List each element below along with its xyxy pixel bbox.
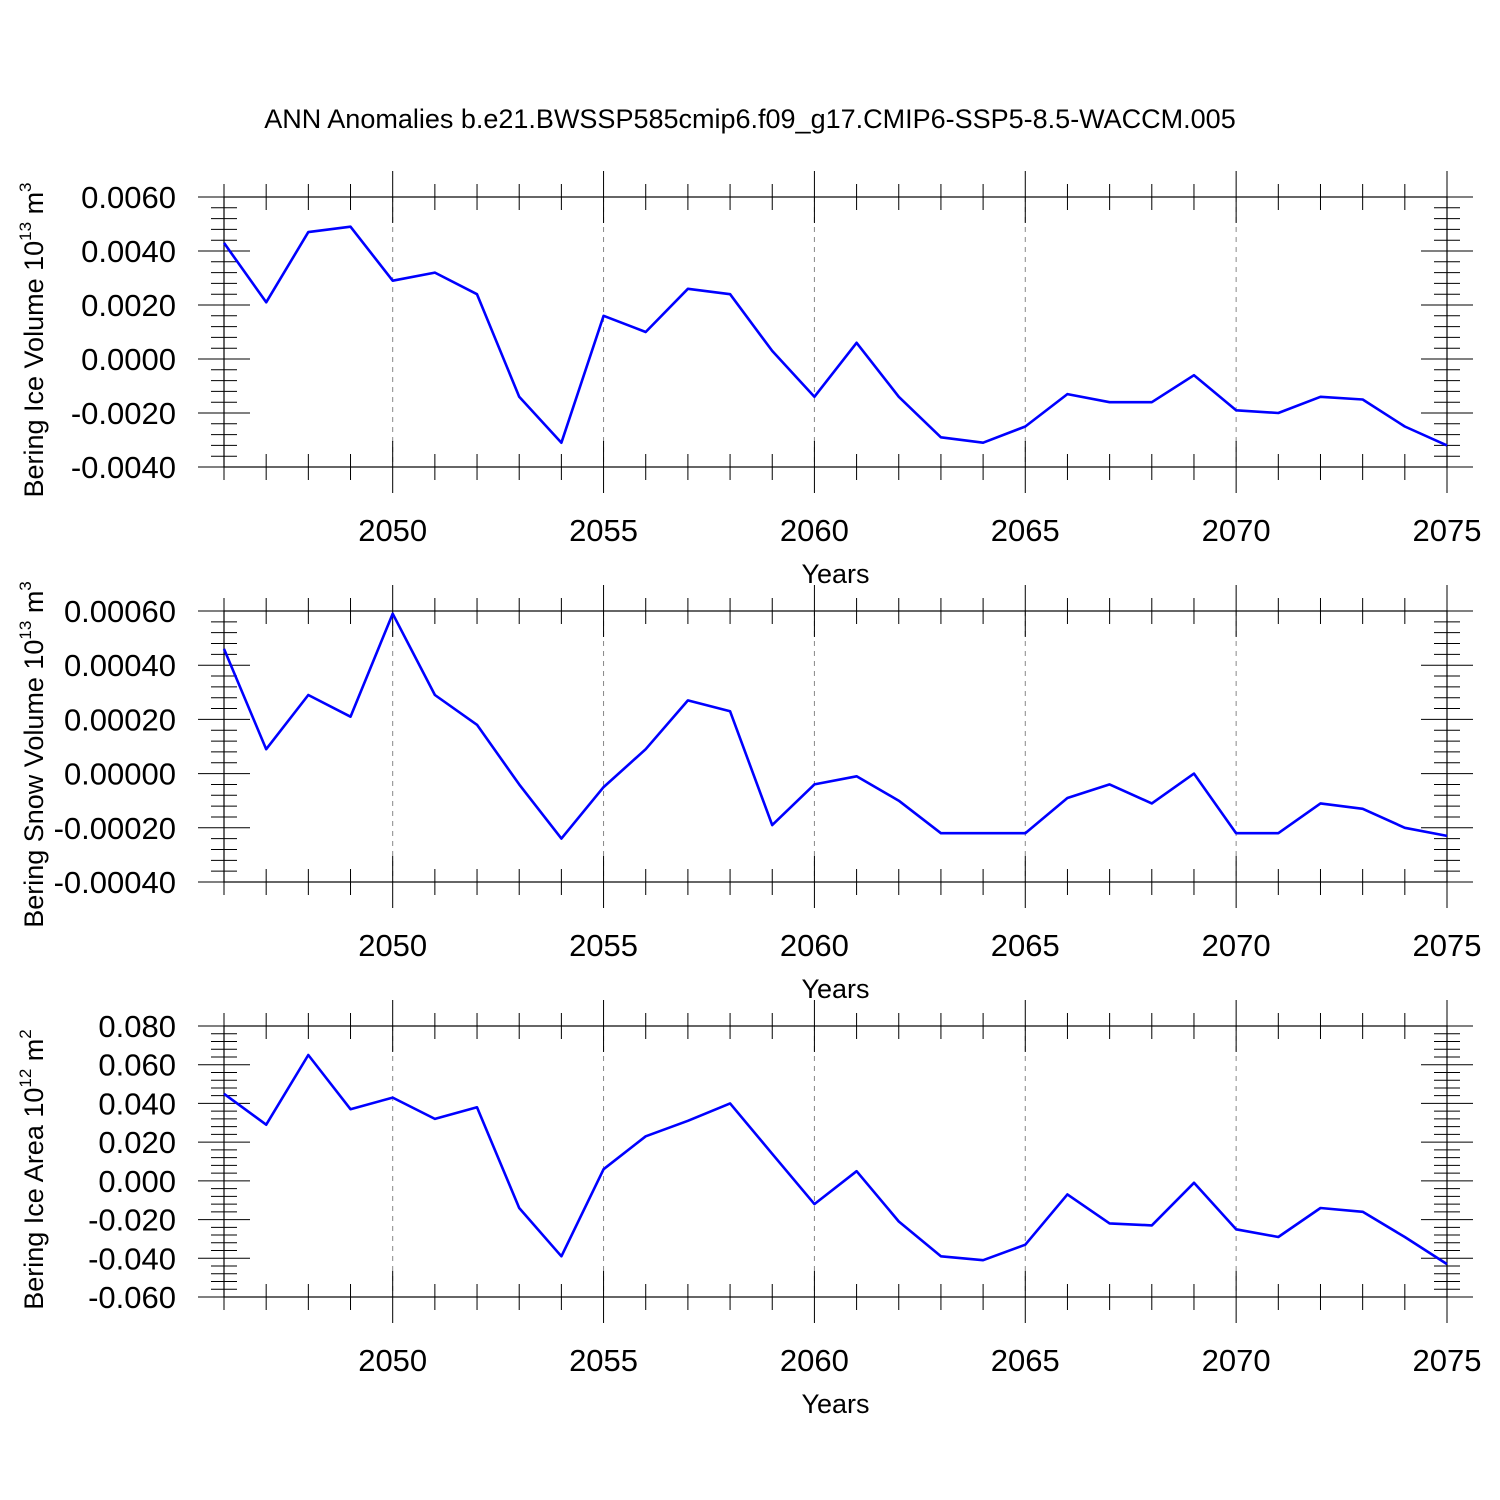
x-tick-label-2050: 2050	[358, 1343, 427, 1378]
y-axis-label: Bering Ice Volume 1013 m3	[16, 182, 49, 497]
y-axis-label-unit-exponent: 2	[16, 1029, 35, 1038]
y-tick-label: -0.040	[88, 1241, 176, 1276]
y-axis-label: Bering Ice Area 1012 m2	[16, 1029, 49, 1310]
y-tick-label: 0.060	[98, 1048, 176, 1083]
x-tick-label-2055: 2055	[569, 513, 638, 548]
y-tick-label: -0.00040	[54, 865, 176, 900]
x-tick-label-2065: 2065	[991, 1343, 1060, 1378]
x-tick-label-2070: 2070	[1202, 1343, 1271, 1378]
y-tick-label: 0.020	[98, 1125, 176, 1160]
plot-frame	[223, 610, 1448, 883]
y-tick-label: 0.00060	[64, 594, 176, 629]
x-axis-label: Years	[801, 974, 869, 1004]
y-axis-label-exponent: 12	[16, 1069, 35, 1088]
chart-panel-1: 0.0060 0.0040 0.0020 0.0000 -0.0020 -0.0040 20…	[16, 171, 1481, 589]
plot-frame	[223, 196, 1448, 468]
x-tick-label-2070: 2070	[1202, 513, 1271, 548]
plot-frame	[223, 1025, 1448, 1298]
x-tick-label-2075: 2075	[1413, 513, 1482, 548]
x-tick-label-2065: 2065	[991, 928, 1060, 963]
series-line-1	[222, 612, 1448, 840]
y-tick-label: 0.080	[98, 1009, 176, 1044]
y-tick-label: -0.0020	[71, 396, 176, 431]
y-axis-label-text: Bering Snow Volume 10	[19, 640, 49, 928]
y-tick-label: 0.0020	[81, 288, 176, 323]
y-tick-label: 0.00000	[64, 757, 176, 792]
y-tick-label: 0.0060	[81, 180, 176, 215]
y-tick-label: 0.00020	[64, 702, 176, 737]
y-axis-label-exponent: 13	[16, 222, 35, 241]
x-tick-label-2060: 2060	[780, 1343, 849, 1378]
y-tick-label: 0.0040	[81, 234, 176, 269]
series-line-1	[223, 1053, 1448, 1266]
y-axis-label-text: Bering Ice Area 10	[19, 1088, 49, 1310]
x-tick-label-2075: 2075	[1413, 928, 1482, 963]
y-tick-label: 0.0000	[81, 342, 176, 377]
x-tick-label-2060: 2060	[780, 513, 849, 548]
y-axis-label-unit: m	[19, 591, 49, 621]
y-tick-label: -0.020	[88, 1203, 176, 1238]
y-tick-label: -0.0040	[71, 450, 176, 485]
y-axis-label: Bering Snow Volume 1013 m3	[16, 581, 49, 928]
x-tick-label-2065: 2065	[991, 513, 1060, 548]
x-tick-label-2050: 2050	[358, 928, 427, 963]
x-tick-label-2055: 2055	[569, 928, 638, 963]
page-title: ANN Anomalies b.e21.BWSSP585cmip6.f09_g1…	[264, 104, 1236, 134]
y-tick-label: 0.000	[98, 1164, 176, 1199]
y-tick-label: 0.00040	[64, 648, 176, 683]
y-tick-label: 0.040	[98, 1086, 176, 1121]
chart-panel-2: 0.00060 0.00040 0.00020 0.00000 -0.00020 -0.0…	[16, 581, 1481, 1004]
x-tick-label-2070: 2070	[1202, 928, 1271, 963]
y-tick-label: -0.00020	[54, 811, 176, 846]
y-tick-label: -0.060	[88, 1280, 176, 1315]
x-tick-label-2060: 2060	[780, 928, 849, 963]
y-axis-label-unit: m	[19, 1039, 49, 1069]
x-axis-label: Years	[801, 559, 869, 589]
y-axis-label-unit-exponent: 3	[16, 182, 35, 191]
x-tick-label-2055: 2055	[569, 1343, 638, 1378]
series-line-1	[222, 225, 1448, 447]
x-axis-label: Years	[801, 1389, 869, 1419]
x-tick-label-2075: 2075	[1413, 1343, 1482, 1378]
x-tick-label-2050: 2050	[358, 513, 427, 548]
y-axis-label-unit-exponent: 3	[16, 581, 35, 590]
y-axis-label-unit: m	[19, 192, 49, 222]
y-axis-label-exponent: 13	[16, 621, 35, 640]
y-axis-label-text: Bering Ice Volume 10	[19, 241, 49, 498]
